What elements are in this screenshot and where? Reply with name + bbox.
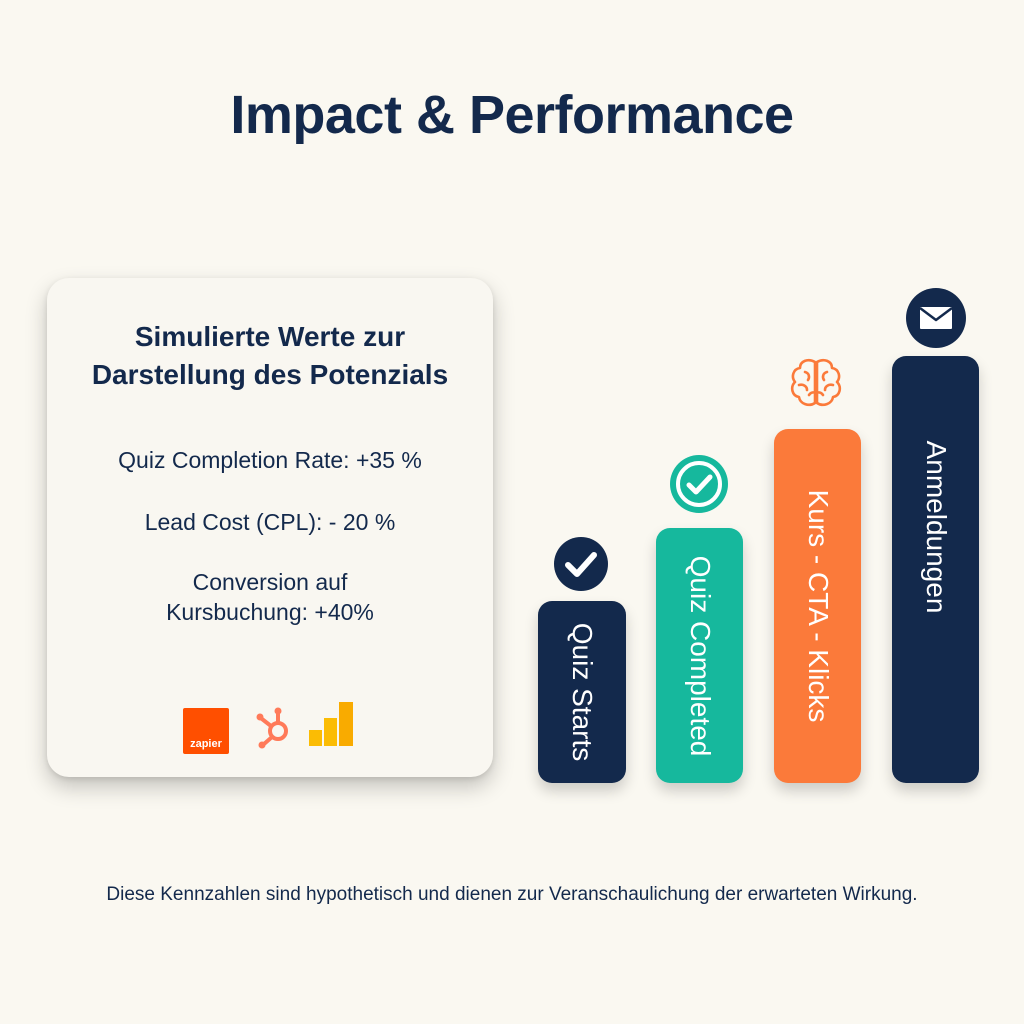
check-circle-icon — [670, 455, 728, 513]
footnote: Diese Kennzahlen sind hypothetisch und d… — [106, 884, 918, 905]
hubspot-logo — [256, 707, 288, 749]
funnel-bar-registrations: Anmeldungen — [892, 356, 979, 783]
zapier-logo-text: zapier — [190, 738, 222, 750]
envelope-icon — [906, 288, 966, 348]
metric-conversion: Conversion auf Kursbuchung: +40% — [47, 567, 493, 627]
funnel-bar-cta-clicks: Kurs - CTA - Klicks — [774, 429, 861, 783]
page-title: Impact & Performance — [230, 85, 794, 145]
metric-completion-rate: Quiz Completion Rate: +35 % — [47, 445, 493, 475]
google-analytics-logo — [309, 702, 353, 746]
metric-text: Kursbuchung: +40% — [166, 599, 374, 625]
card-title-line: Darstellung des Potenzials — [91, 359, 449, 390]
funnel-bar-quiz-completed: Quiz Completed — [656, 528, 743, 783]
metric-lead-cost: Lead Cost (CPL): - 20 % — [47, 507, 493, 537]
funnel-bar-quiz-starts: Quiz Starts — [538, 601, 626, 783]
bar-label: Anmeldungen — [920, 440, 952, 614]
bar-label: Kurs - CTA - Klicks — [802, 489, 834, 723]
card-title: Simulierte Werte zur Darstellung des Pot… — [47, 318, 493, 394]
metric-text: Quiz Completion Rate: +35 % — [118, 447, 422, 473]
check-circle-icon — [554, 537, 608, 591]
integration-logos: zapier — [183, 700, 363, 760]
metric-text: Conversion auf — [192, 569, 348, 595]
bar-label: Quiz Completed — [684, 555, 716, 756]
brain-icon — [790, 358, 842, 407]
card-title-line: Simulierte Werte zur — [134, 321, 406, 352]
bar-label: Quiz Starts — [567, 622, 598, 762]
zapier-logo: zapier — [183, 708, 229, 754]
metric-text: Lead Cost (CPL): - 20 % — [144, 509, 396, 535]
metrics-card: Simulierte Werte zur Darstellung des Pot… — [47, 278, 493, 777]
